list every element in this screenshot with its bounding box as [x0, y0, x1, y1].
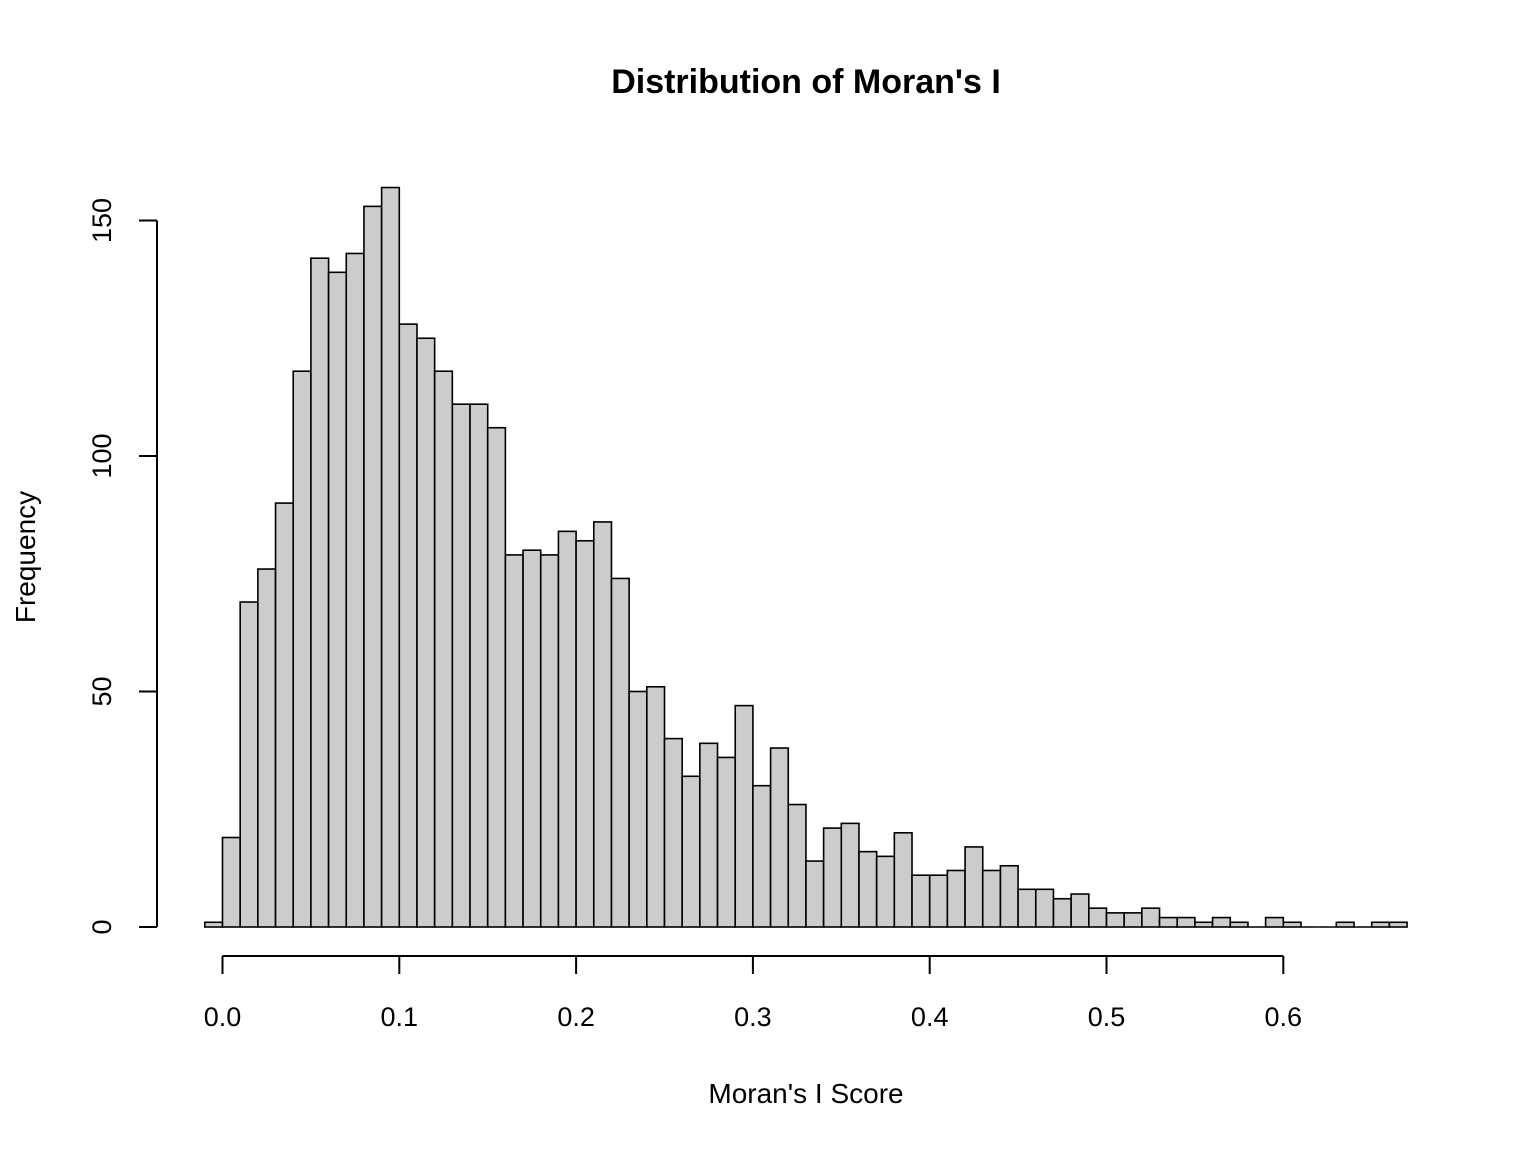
- histogram-bar: [522, 549, 542, 928]
- y-tick-label: 150: [87, 198, 117, 243]
- histogram-bar: [592, 521, 613, 928]
- histogram-bar: [221, 836, 241, 928]
- histogram-bar: [840, 822, 860, 928]
- histogram-bar: [292, 370, 312, 928]
- histogram-bar: [716, 756, 737, 928]
- histogram-bar: [486, 426, 507, 928]
- histogram-bar: [822, 827, 843, 928]
- histogram-bar: [911, 874, 931, 928]
- histogram-bar: [699, 742, 719, 928]
- histogram-bar: [628, 690, 648, 928]
- histogram-bar: [327, 271, 348, 928]
- histogram-bar: [999, 864, 1019, 928]
- histogram-bar: [734, 704, 754, 928]
- histogram-bar: [1282, 921, 1302, 928]
- x-axis: 0.0 0.1 0.2 0.3 0.4 0.5 0.6: [204, 955, 1303, 1032]
- x-tick-label: 0.3: [734, 1002, 772, 1032]
- histogram-bar: [946, 869, 966, 928]
- histogram-bar: [504, 554, 524, 928]
- histogram-bar: [1105, 912, 1125, 928]
- y-tick-label: 0: [87, 919, 117, 934]
- histogram-bar: [1370, 921, 1391, 928]
- histogram-bar: [769, 747, 790, 928]
- histogram-bar: [805, 860, 825, 928]
- histogram-bar: [875, 855, 896, 928]
- x-tick-label: 0.1: [381, 1002, 419, 1032]
- histogram-bar: [310, 257, 330, 928]
- y-tick-label: 100: [87, 433, 117, 478]
- histogram-bar: [893, 831, 913, 928]
- histogram-bar: [274, 502, 295, 928]
- histogram-bar: [1194, 921, 1214, 928]
- histogram-bar: [610, 577, 630, 928]
- histogram-bar: [981, 869, 1002, 928]
- histogram-bar: [1176, 916, 1196, 928]
- histogram-bar: [1229, 921, 1249, 928]
- histogram-bar: [1034, 888, 1055, 928]
- histogram-bar: [363, 205, 383, 928]
- histogram-bar: [858, 850, 878, 928]
- histogram-bar: [416, 337, 436, 928]
- histogram-bar: [1017, 888, 1037, 928]
- x-tick-label: 0.2: [557, 1002, 595, 1032]
- histogram-bar: [239, 601, 259, 928]
- histogram-bar: [204, 921, 224, 928]
- x-tick-label: 0.0: [204, 1002, 242, 1032]
- histogram-bar: [928, 874, 949, 928]
- histogram-bar: [663, 737, 683, 928]
- histogram-bar: [1088, 907, 1108, 928]
- histogram-bar: [469, 403, 489, 928]
- histogram-bar: [787, 803, 807, 928]
- histogram-bar: [575, 539, 595, 928]
- histogram-bar: [257, 568, 277, 928]
- histogram-bar: [539, 554, 560, 928]
- histogram-bar: [433, 370, 454, 928]
- histogram-bar: [380, 186, 401, 928]
- histogram-bar: [1141, 907, 1161, 928]
- y-axis: 0 50 100 150: [87, 198, 158, 935]
- histogram-bar: [1052, 897, 1072, 928]
- histogram-bar: [646, 685, 666, 928]
- bars-group: [204, 186, 1408, 928]
- histogram-bar: [964, 846, 984, 928]
- y-tick-label: 50: [87, 676, 117, 706]
- x-tick-label: 0.4: [911, 1002, 949, 1032]
- histogram-bar: [1264, 916, 1285, 928]
- y-axis-label: Frequency: [10, 491, 41, 623]
- chart-title: Distribution of Moran's I: [611, 63, 1001, 101]
- histogram-bar: [1335, 921, 1355, 928]
- histogram-bar: [398, 323, 418, 928]
- histogram-bar: [1070, 893, 1090, 928]
- x-axis-label: Moran's I Score: [708, 1078, 903, 1109]
- histogram-bar: [451, 403, 471, 928]
- histogram-bar: [1388, 921, 1408, 928]
- histogram-bar: [345, 252, 365, 928]
- histogram-bar: [681, 775, 701, 928]
- histogram-bar: [1123, 912, 1143, 928]
- histogram-bar: [752, 784, 772, 928]
- x-tick-label: 0.6: [1265, 1002, 1303, 1032]
- histogram-bar: [1211, 916, 1232, 928]
- x-tick-label: 0.5: [1088, 1002, 1126, 1032]
- histogram-bar: [557, 530, 577, 928]
- histogram-bar: [1158, 916, 1179, 928]
